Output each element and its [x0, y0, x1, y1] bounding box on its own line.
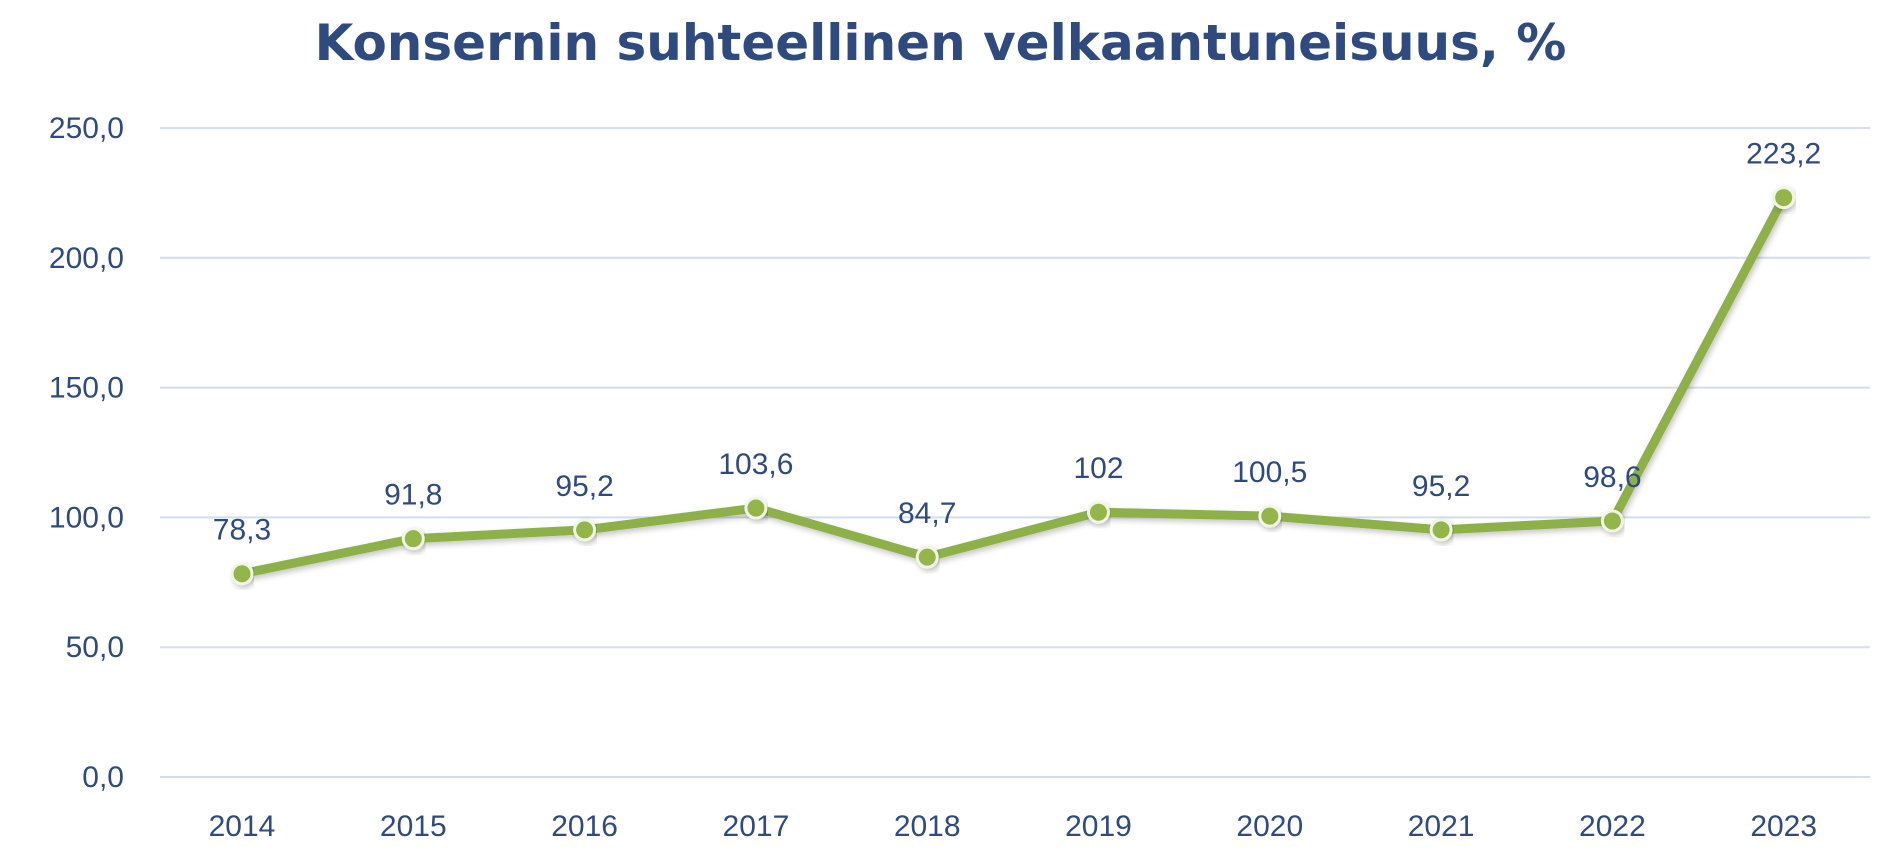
- data-labels: 78,3 91,8 95,2 103,6 84,7 102 100,5 95,2 98,6 223…: [213, 138, 1821, 547]
- data-points: [230, 186, 1796, 586]
- x-tick-label: 2014: [209, 810, 276, 843]
- data-label: 102: [1073, 452, 1123, 485]
- x-tick-label: 2019: [1065, 810, 1132, 843]
- x-tick-label: 2016: [551, 810, 618, 843]
- data-label: 95,2: [555, 470, 613, 503]
- data-label: 98,6: [1583, 461, 1641, 494]
- data-label: 84,7: [898, 497, 956, 530]
- data-label: 91,8: [384, 479, 442, 512]
- x-tick-label: 2018: [894, 810, 961, 843]
- x-tick-label: 2022: [1579, 810, 1646, 843]
- data-point: [1429, 518, 1453, 542]
- y-tick-label: 100,0: [49, 501, 124, 534]
- data-point: [573, 518, 597, 542]
- y-tick-label: 0,0: [82, 761, 124, 794]
- data-label: 78,3: [213, 514, 271, 547]
- data-label: 100,5: [1232, 456, 1307, 489]
- x-tick-label: 2017: [723, 810, 790, 843]
- x-tick-label: 2023: [1750, 810, 1817, 843]
- y-tick-label: 200,0: [49, 242, 124, 275]
- x-tick-label: 2021: [1408, 810, 1475, 843]
- data-point: [1772, 186, 1796, 210]
- data-point: [1600, 509, 1624, 533]
- data-point: [230, 562, 254, 586]
- data-label: 103,6: [718, 448, 793, 481]
- data-label: 223,2: [1746, 138, 1821, 171]
- data-label: 95,2: [1412, 470, 1470, 503]
- series-line-layer: [237, 193, 1789, 579]
- y-tick-label: 50,0: [66, 631, 124, 664]
- y-tick-label: 150,0: [49, 372, 124, 405]
- data-point: [744, 496, 768, 520]
- data-point: [1258, 504, 1282, 528]
- y-tick-label: 250,0: [49, 112, 124, 145]
- x-tick-label: 2020: [1236, 810, 1303, 843]
- data-point: [1087, 500, 1110, 524]
- x-tick-label: 2015: [380, 810, 447, 843]
- gridlines: [160, 127, 1870, 778]
- chart-title: Konsernin suhteellinen velkaantuneisuus,…: [314, 14, 1567, 72]
- x-axis-ticks: 2014 2015 2016 2017 2018 2019 2020 2021 2022 2023: [209, 810, 1817, 843]
- data-point: [401, 527, 425, 551]
- data-point: [915, 545, 939, 569]
- y-axis-ticks: 0,0 50,0 100,0 150,0 200,0 250,0: [49, 112, 124, 794]
- series-line: [237, 193, 1789, 579]
